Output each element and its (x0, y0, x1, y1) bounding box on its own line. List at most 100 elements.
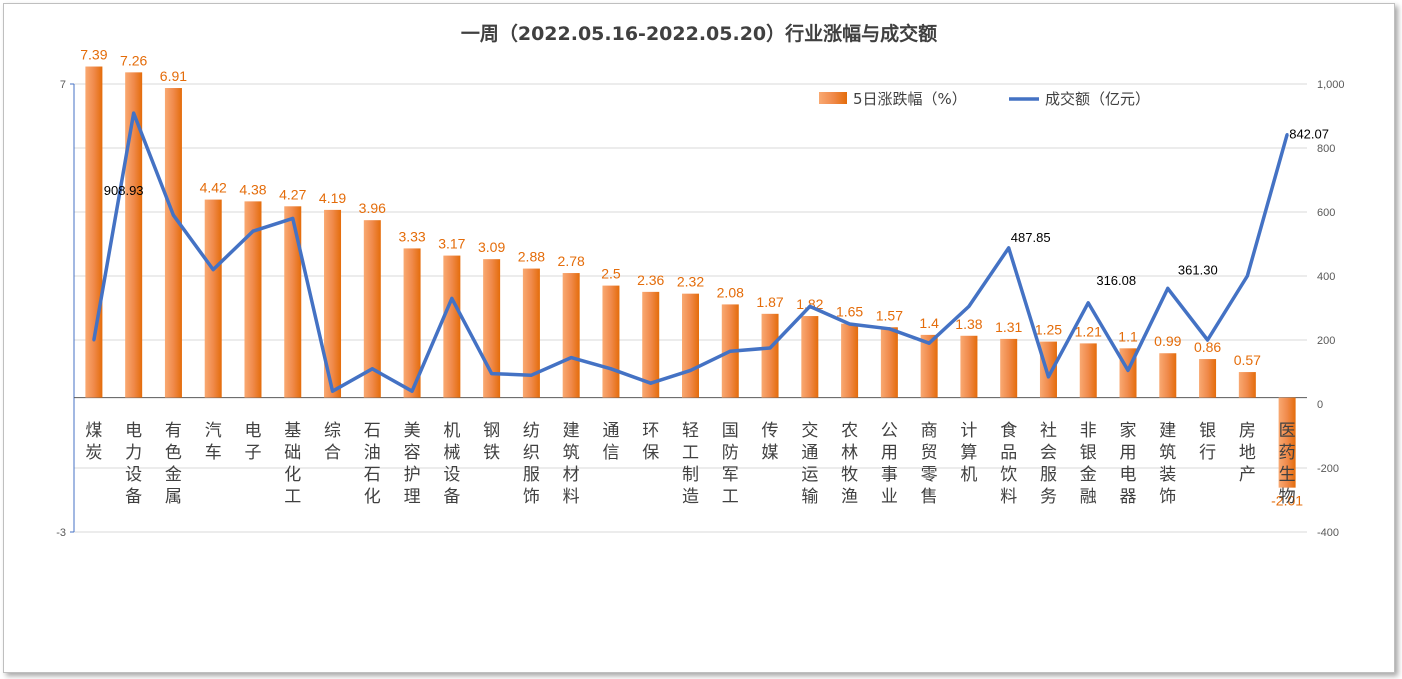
bar-value-label: 1.57 (876, 307, 903, 323)
line-point (211, 268, 215, 272)
bar-value-label: 1.25 (1035, 322, 1062, 338)
bar (1278, 397, 1296, 488)
line-point (410, 389, 414, 393)
line-point (171, 213, 175, 217)
category-label: 通信 (602, 421, 619, 463)
line-point (251, 229, 255, 233)
bar-value-label: 1.38 (955, 316, 982, 332)
bar-labels: 7.39 7.26 6.91 4.42 4.38 4.27 4.19 3.96 3.33 3.17… (80, 47, 1303, 509)
right-tick-label: -400 (1317, 527, 1339, 539)
bar (443, 255, 461, 398)
chart-title: 一周（2022.05.16-2022.05.20）行业涨幅与成交额 (461, 22, 937, 45)
bar (761, 313, 779, 398)
line-point (569, 356, 573, 360)
category-label: 基础化工 (284, 421, 301, 507)
bar-value-label: 1.21 (1075, 323, 1102, 339)
category-label: 家用电器 (1120, 421, 1137, 507)
line-value-label: 487.85 (1011, 230, 1051, 245)
line-point (967, 304, 971, 308)
category-label: 有色金属 (165, 421, 182, 507)
category-label: 国防军工 (722, 421, 739, 507)
bar (483, 259, 501, 398)
line-point (1206, 338, 1210, 342)
category-label: 石油石化 (364, 421, 381, 507)
line-point (1086, 301, 1090, 305)
bar-value-label: 1.4 (919, 315, 939, 331)
bar (363, 220, 381, 398)
bar (522, 268, 540, 398)
bar (125, 72, 143, 398)
bar-value-label: 1.1 (1118, 328, 1138, 344)
category-label: 公用事业 (881, 421, 898, 507)
bar-value-label: 4.38 (239, 181, 266, 197)
line-series (92, 111, 1289, 393)
category-label: 煤炭 (85, 421, 102, 463)
line-point (1046, 375, 1050, 379)
right-tick-label: -200 (1317, 463, 1339, 475)
bar (1238, 372, 1256, 398)
line-point (331, 389, 335, 393)
bar (1199, 359, 1217, 398)
bar-value-label: 6.91 (160, 68, 187, 84)
legend-line-label: 成交额（亿元） (1045, 90, 1150, 108)
bar (841, 323, 859, 398)
line-value-label: 316.08 (1096, 273, 1136, 288)
bar (1039, 341, 1057, 398)
bar-value-label: 0.86 (1194, 339, 1221, 355)
line-point (808, 304, 812, 308)
right-tick-label: 400 (1317, 271, 1335, 283)
line-labels: 908.93 487.85 316.08 361.30 842.07 (104, 127, 1329, 288)
line-point (132, 111, 136, 115)
right-tick-label: 600 (1317, 207, 1335, 219)
category-label: 食品饮料 (1000, 421, 1017, 507)
left-tick-label: -3 (56, 527, 66, 539)
line-point (1166, 286, 1170, 290)
line-point (887, 327, 891, 331)
category-label: 计算机 (960, 421, 977, 485)
line-value-label: 361.30 (1178, 262, 1218, 277)
line-point (450, 296, 454, 300)
bar (403, 248, 421, 398)
legend-bar-swatch (819, 92, 847, 104)
bar (801, 316, 819, 398)
category-label: 建筑装饰 (1159, 421, 1176, 507)
bar-value-label: 0.99 (1154, 333, 1181, 349)
bar (682, 293, 699, 398)
category-label: 环保 (642, 421, 659, 463)
category-label: 汽车 (205, 421, 222, 463)
legend-bar-label: 5日涨跌幅（%） (853, 90, 967, 108)
line-point (490, 372, 494, 376)
bar-value-label: 1.87 (756, 294, 783, 310)
line-value-label: 842.07 (1289, 127, 1329, 142)
left-tick-label: 7 (60, 79, 66, 91)
bar (960, 335, 978, 398)
category-label: 综合 (324, 421, 341, 463)
bar (324, 209, 342, 398)
bar-value-label: 3.33 (398, 228, 425, 244)
bar-value-label: 3.96 (359, 200, 386, 216)
chart-frame: 一周（2022.05.16-2022.05.20）行业涨幅与成交额 7 -3 1,0… (3, 3, 1395, 673)
bar (85, 66, 103, 398)
line-point (768, 346, 772, 350)
category-label: 电力设备 (125, 421, 142, 507)
line-point (1007, 246, 1011, 250)
bar-value-label: 7.39 (80, 47, 107, 63)
line-point (370, 367, 374, 371)
bar-value-label: -2.01 (1271, 493, 1303, 509)
bar (920, 334, 938, 398)
category-label: 农林牧渔 (841, 421, 858, 507)
bar (284, 206, 302, 398)
bar-value-label: 1.65 (836, 304, 863, 320)
right-tick-label: 0 (1317, 399, 1323, 411)
chart-svg: 一周（2022.05.16-2022.05.20）行业涨幅与成交额 7 -3 1,0… (56, 22, 1344, 539)
line-point (848, 322, 852, 326)
line-point (728, 349, 732, 353)
line-point (529, 373, 533, 377)
bar (880, 327, 898, 398)
line-point (609, 367, 613, 371)
bar-value-label: 4.42 (200, 180, 227, 196)
category-label: 银行 (1199, 421, 1216, 463)
bar-value-label: 2.5 (601, 266, 621, 282)
line-point (649, 381, 653, 385)
